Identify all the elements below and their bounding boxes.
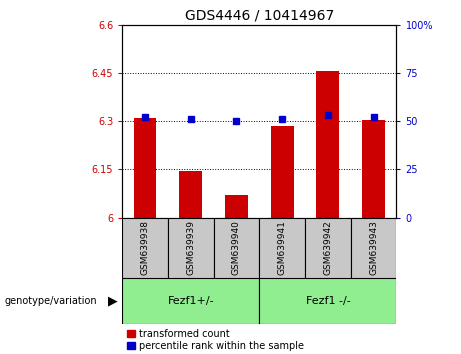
Text: GSM639942: GSM639942: [323, 221, 332, 275]
Text: GSM639941: GSM639941: [278, 220, 287, 275]
Bar: [351, 218, 396, 278]
Text: ▶: ▶: [108, 295, 118, 307]
Text: Fezf1+/-: Fezf1+/-: [167, 296, 214, 306]
Bar: [305, 218, 351, 278]
Bar: [259, 278, 396, 324]
Bar: [362, 120, 385, 218]
Bar: [213, 218, 259, 278]
Legend: transformed count, percentile rank within the sample: transformed count, percentile rank withi…: [127, 329, 304, 351]
Text: Fezf1 -/-: Fezf1 -/-: [306, 296, 350, 306]
Text: GSM639939: GSM639939: [186, 220, 195, 275]
Bar: [179, 171, 202, 218]
Bar: [122, 218, 168, 278]
Bar: [122, 278, 259, 324]
Bar: [259, 218, 305, 278]
Bar: [225, 195, 248, 218]
Text: GSM639940: GSM639940: [232, 220, 241, 275]
Text: genotype/variation: genotype/variation: [5, 296, 97, 306]
Bar: [316, 72, 339, 218]
Bar: [168, 218, 213, 278]
Bar: [134, 118, 156, 218]
Text: GSM639943: GSM639943: [369, 220, 378, 275]
Bar: [271, 126, 294, 218]
Text: GSM639938: GSM639938: [141, 220, 149, 275]
Title: GDS4446 / 10414967: GDS4446 / 10414967: [185, 8, 334, 22]
